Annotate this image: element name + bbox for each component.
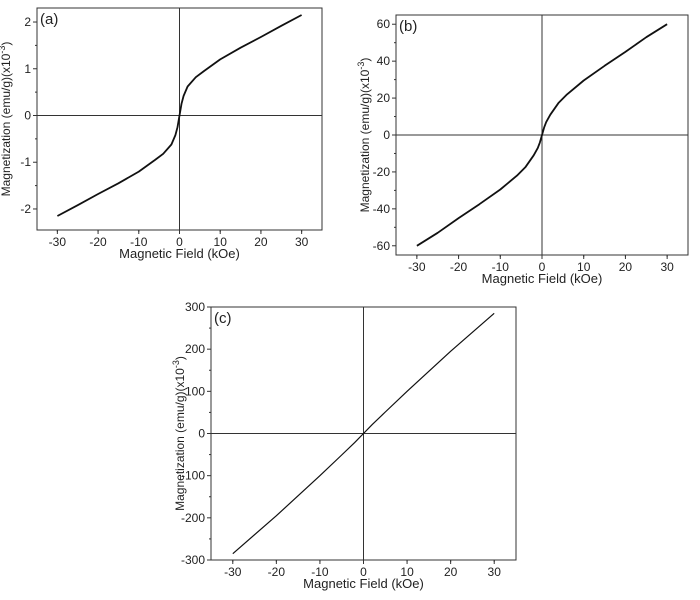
x-tick-label: -10 xyxy=(492,260,510,274)
y-tick-label: 100 xyxy=(185,384,205,398)
x-tick-label: -30 xyxy=(224,565,242,579)
y-axis-label-exponent: -3 xyxy=(356,62,366,70)
y-tick-label: 1 xyxy=(24,62,31,76)
panel-c: -30 -20 -10 0 10 20 30-300-200-1000100200300Ma… xyxy=(171,300,517,591)
y-tick-label: -200 xyxy=(181,511,205,525)
y-tick-label: -60 xyxy=(373,239,391,253)
x-tick-label: -20 xyxy=(450,260,468,274)
y-tick-label: 60 xyxy=(377,17,391,31)
x-tick-label: -20 xyxy=(89,235,107,249)
x-axis-label: Magnetic Field (kOe) xyxy=(303,576,424,591)
panel-label: (a) xyxy=(40,11,58,28)
y-tick-label: 40 xyxy=(377,54,391,68)
y-tick-label: 300 xyxy=(185,300,205,314)
y-axis-label-exponent: -3 xyxy=(171,360,181,368)
x-tick-label: 0 xyxy=(360,565,367,579)
x-tick-label: -30 xyxy=(49,235,67,249)
x-tick-label: -20 xyxy=(268,565,286,579)
x-tick-label: 10 xyxy=(577,260,591,274)
y-axis-label-main: Magnetization (emu/g)(x10 xyxy=(358,69,372,212)
y-tick-label: 20 xyxy=(377,91,391,105)
panel-label: (c) xyxy=(214,310,232,327)
y-tick-label: 200 xyxy=(185,342,205,356)
y-axis-label-exponent: -3 xyxy=(0,46,7,54)
panel-label: (b) xyxy=(399,18,417,35)
x-tick-label: 0 xyxy=(176,235,183,249)
y-axis-label-close: ) xyxy=(173,356,187,360)
x-tick-label: -10 xyxy=(311,565,329,579)
x-tick-label: 30 xyxy=(660,260,674,274)
x-tick-label: 20 xyxy=(254,235,268,249)
x-tick-label: 20 xyxy=(444,565,458,579)
y-axis-label: Magnetization (emu/g)(x10-3) xyxy=(171,356,187,511)
x-tick-label: 10 xyxy=(214,235,228,249)
series-line-0 xyxy=(56,14,303,217)
series-line-0 xyxy=(416,23,668,247)
y-tick-label: -2 xyxy=(20,202,31,216)
y-tick-label: -300 xyxy=(181,553,205,567)
x-tick-label: 20 xyxy=(619,260,633,274)
x-tick-label: 30 xyxy=(295,235,309,249)
y-tick-label: -20 xyxy=(373,165,391,179)
y-tick-label: -1 xyxy=(20,155,31,169)
y-axis-label: Magnetization (emu/g)(x10-3) xyxy=(356,58,372,213)
y-tick-label: -100 xyxy=(181,469,205,483)
x-axis-label: Magnetic Field (kOe) xyxy=(119,246,240,261)
x-tick-label: 10 xyxy=(400,565,414,579)
y-tick-label: 2 xyxy=(24,15,31,29)
y-axis-label-main: Magnetization (emu/g)(x10 xyxy=(0,53,13,196)
x-tick-label: -30 xyxy=(408,260,426,274)
y-axis-label-close: ) xyxy=(358,58,372,62)
x-tick-label: 0 xyxy=(539,260,546,274)
y-axis-label: Magnetization (emu/g)(x10-3) xyxy=(0,42,13,197)
x-axis-label: Magnetic Field (kOe) xyxy=(482,271,603,286)
y-axis-label-main: Magnetization (emu/g)(x10 xyxy=(173,368,187,511)
y-tick-label: -40 xyxy=(373,202,391,216)
y-tick-label: 0 xyxy=(198,427,205,441)
panel-b: -30 -20 -10 0 10 20 30 -60 -40 -20 0 20 40 60 Magnetic… xyxy=(356,14,689,286)
y-axis-label-close: ) xyxy=(0,42,13,46)
series-line-0 xyxy=(232,312,495,555)
x-tick-label: -10 xyxy=(130,235,148,249)
y-tick-label: 0 xyxy=(24,108,31,122)
x-tick-label: 30 xyxy=(488,565,502,579)
y-tick-label: 0 xyxy=(383,128,390,142)
